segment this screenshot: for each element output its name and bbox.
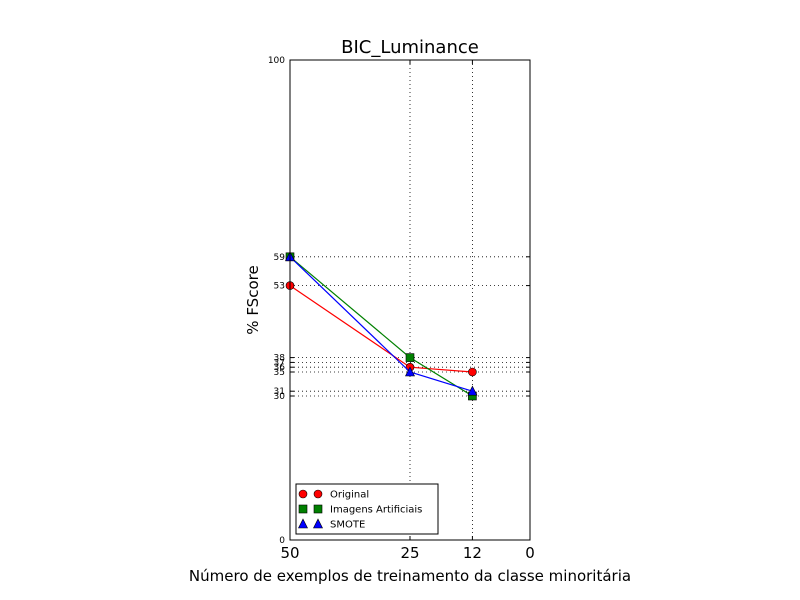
legend-marker-square [298, 504, 308, 514]
x-tick-label: 50 [280, 544, 299, 562]
legend-marker-triangle [313, 518, 323, 529]
y-axis-label: % FScore [244, 265, 262, 334]
y-tick-label: 37 [274, 358, 285, 368]
y-tick-label: 53 [274, 282, 285, 292]
x-tick-label: 0 [525, 544, 535, 562]
x-axis-label: Número de exemplos de treinamento da cla… [189, 567, 631, 585]
x-tick-label: 25 [400, 544, 419, 562]
legend: Original Imagens Artificiais SMOTE [295, 483, 439, 535]
series-line-square [289, 256, 473, 397]
y-tick-label: 100 [268, 56, 285, 66]
plot-area-frame [289, 59, 531, 541]
series-line-circle [289, 285, 473, 373]
legend-label: Imagens Artificiais [330, 505, 422, 516]
series [285, 251, 478, 401]
y-tick-label: 59 [274, 253, 286, 263]
legend-marker-circle [298, 489, 308, 499]
y-tick-label: 0 [279, 536, 285, 546]
series-line-triangle [289, 256, 473, 392]
legend-marker-triangle [298, 518, 308, 529]
data-point-square [405, 353, 415, 362]
y-tick-label: 30 [274, 392, 286, 402]
legend-label: Original [330, 490, 369, 501]
data-point-circle [468, 367, 477, 377]
x-tick-label: 12 [463, 544, 482, 562]
legend-marker-square [313, 504, 323, 514]
y-tick-label: 35 [274, 368, 285, 378]
legend-marker-circle [313, 489, 323, 499]
y-tick-label: 38 [274, 354, 286, 364]
y-tick-label: 31 [274, 387, 285, 397]
data-point-triangle [467, 385, 478, 396]
y-tick-label: 36 [274, 363, 286, 373]
legend-label: SMOTE [330, 520, 365, 531]
chart-title: BIC_Luminance [341, 37, 479, 58]
grid [290, 60, 530, 540]
data-point-triangle [405, 366, 415, 377]
